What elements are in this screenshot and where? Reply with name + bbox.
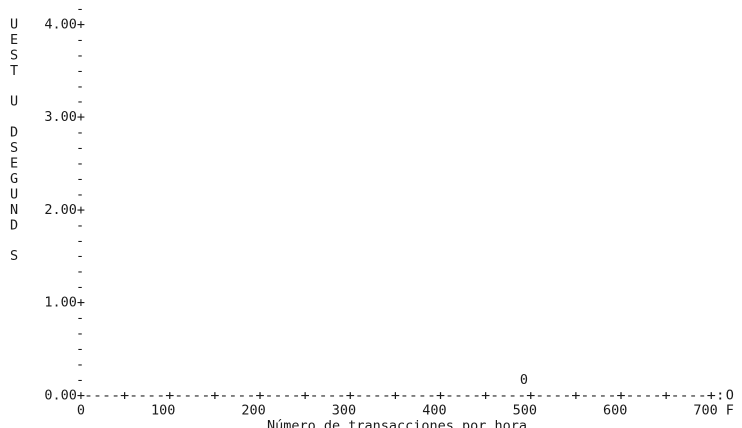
data-points: 0 [520,372,528,388]
y-minor-tick: - [76,140,84,156]
x-tick-label: 300 [332,403,356,419]
y-minor-tick: - [76,63,84,79]
y-axis-title-letter: S [10,47,18,63]
y-axis-title-letter: D [10,125,18,141]
y-minor-tick: - [76,94,84,110]
y-axis-title-letter: S [10,140,18,156]
y-tick-label: 0.00+ [44,387,85,403]
x-axis-right-label-top: O [726,387,734,403]
x-tick-label: 600 [603,403,627,419]
x-tick-label: 500 [513,403,537,419]
x-axis-line: ----+----+----+----+----+----+----+----+… [84,387,725,403]
y-minor-tick: - [76,372,84,388]
y-axis-title-letter: N [10,202,18,218]
data-point: 0 [520,372,528,388]
y-axis-title-letter: E [10,32,18,48]
y-axis-title-letter: U [10,94,18,110]
y-axis-title-letter: T [10,63,18,79]
y-axis-title-letter: D [10,217,18,233]
y-minor-tick: - [76,325,84,341]
y-tick-label: 1.00+ [44,295,85,311]
x-axis-ticks: 0 100 200 300 400 500 600 700 [77,403,718,419]
y-axis-title-letter: U [10,186,18,202]
y-minor-tick: - [76,248,84,264]
y-minor-tick: - [76,279,84,295]
y-minor-tick: - [76,32,84,48]
y-minor-tick: - [76,156,84,172]
y-axis-title-letter: E [10,156,18,172]
x-tick-label: 100 [151,403,175,419]
y-minor-tick: - [76,78,84,94]
y-minor-tick: - [76,47,84,63]
x-tick-label: 700 [693,403,717,419]
y-axis: 0.00+1.00+2.00+3.00+4.00+---------------… [44,1,85,403]
y-minor-tick: - [76,171,84,187]
x-axis-title: Número de transacciones por hora [267,418,527,428]
y-minor-tick: - [76,1,84,17]
x-tick-label: 400 [422,403,446,419]
x-tick-label: 0 [77,403,85,419]
y-minor-tick: - [76,356,84,372]
y-minor-tick: - [76,125,84,141]
y-minor-tick: - [76,341,84,357]
y-tick-label: 3.00+ [44,109,85,125]
y-axis-title-letter: G [10,171,18,187]
x-tick-label: 200 [241,403,265,419]
y-minor-tick: - [76,233,84,249]
y-tick-label: 2.00+ [44,202,85,218]
y-minor-tick: - [76,186,84,202]
y-tick-label: 4.00+ [44,16,85,32]
x-axis: ----+----+----+----+----+----+----+----+… [84,387,734,418]
y-minor-tick: - [76,217,84,233]
y-axis-title-letter: S [10,248,18,264]
y-minor-tick: - [76,310,84,326]
y-axis-title-letter: U [10,16,18,32]
y-minor-tick: - [76,264,84,280]
x-axis-right-label-bottom: F [726,403,734,419]
